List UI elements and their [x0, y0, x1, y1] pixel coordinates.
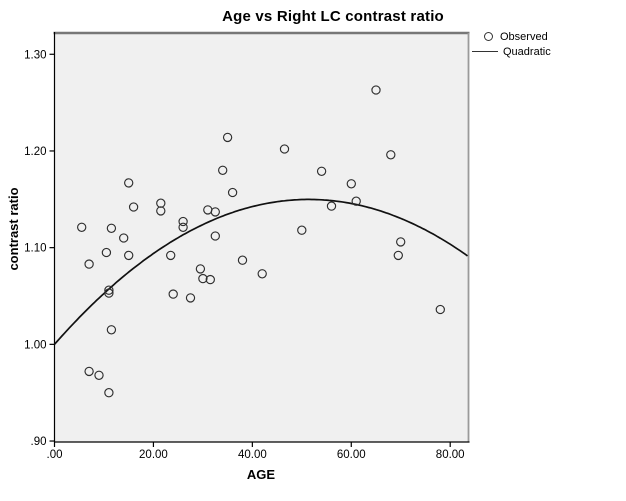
chart-title: Age vs Right LC contrast ratio	[222, 8, 444, 25]
fit-line-marker-icon	[472, 51, 498, 52]
scatter-point	[205, 274, 215, 285]
x-tick-label: 60.00	[337, 449, 366, 461]
scatter-point	[210, 231, 220, 241]
open-circle-marker-icon	[484, 32, 493, 41]
scatter-point	[210, 207, 220, 217]
legend-label-observed: Observed	[500, 30, 548, 43]
scatter-point	[393, 250, 403, 261]
scatter-point	[257, 269, 267, 279]
scatter-point	[84, 259, 94, 269]
scatter-point	[371, 85, 381, 95]
scatter-point	[106, 325, 117, 335]
scatter-point	[106, 223, 117, 233]
scatter-point	[326, 201, 337, 211]
y-tick-label: .90	[31, 436, 47, 448]
scatter-point	[279, 144, 290, 154]
legend: Observed Quadratic	[472, 29, 592, 59]
x-tick-label: 20.00	[139, 449, 168, 461]
legend-item-quadratic: Quadratic	[472, 44, 592, 59]
x-axis-title: AGE	[246, 467, 276, 482]
y-tick-label: 1.00	[24, 339, 46, 351]
scatter-point	[297, 225, 307, 235]
scatter-point	[166, 250, 176, 261]
scatter-point	[168, 289, 178, 299]
scatter-point	[124, 250, 134, 261]
scatter-point	[435, 304, 445, 315]
y-axis-title: contrast ratio	[6, 187, 21, 271]
scatter-point	[178, 222, 188, 232]
scatter-point	[178, 216, 188, 227]
scatter-point	[128, 202, 139, 212]
scatter-point	[185, 293, 196, 303]
x-tick-label: .00	[47, 449, 63, 461]
scatter-point	[77, 222, 87, 232]
scatter-point	[124, 178, 134, 188]
scatter-point	[94, 370, 104, 380]
fit-curve	[53, 198, 468, 345]
scatter-point	[396, 237, 406, 247]
scatter-point	[218, 165, 228, 175]
scatter-point	[101, 247, 112, 258]
scatter-point	[84, 366, 94, 377]
legend-item-observed: Observed	[472, 29, 592, 44]
scatter-point	[156, 206, 166, 216]
scatter-point	[386, 150, 396, 160]
x-tick-label: 80.00	[436, 449, 465, 461]
scatter-point	[227, 187, 238, 198]
scatter-point	[195, 264, 206, 274]
scatter-point	[104, 285, 114, 295]
scatter-point	[104, 388, 114, 398]
x-tick-label: 40.00	[238, 449, 267, 461]
plot-area	[54, 33, 469, 442]
scatter-point	[119, 233, 129, 243]
scatter-point	[346, 179, 356, 189]
scatter-point	[222, 132, 233, 143]
scatter-point	[237, 255, 248, 265]
y-tick-label: 1.30	[24, 49, 46, 61]
legend-label-quadratic: Quadratic	[503, 45, 551, 58]
y-tick-label: 1.10	[24, 243, 46, 255]
scatter-point	[104, 288, 114, 298]
y-tick-label: 1.20	[24, 146, 46, 158]
scatter-point	[316, 166, 327, 176]
scatter-point	[198, 273, 208, 284]
scatter-point	[351, 196, 361, 206]
